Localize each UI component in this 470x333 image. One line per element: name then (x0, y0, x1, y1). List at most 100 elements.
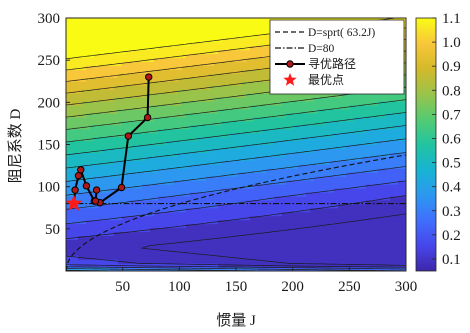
contour-cell (154, 124, 159, 130)
contour-cell (106, 144, 111, 150)
contour-cell (194, 203, 199, 209)
contour-cell (66, 97, 71, 102)
contour-cell (82, 37, 87, 43)
contour-cell (210, 267, 215, 271)
contour-cell (198, 73, 203, 78)
contour-cell (354, 239, 359, 244)
contour-cell (174, 227, 179, 233)
contour-cell (178, 267, 183, 271)
contour-cell (322, 207, 327, 213)
contour-cell (282, 251, 287, 256)
contour-cell (358, 152, 363, 157)
contour-cell (66, 85, 71, 90)
contour-cell (186, 21, 191, 27)
contour-cell (274, 199, 279, 205)
contour-cell (142, 219, 147, 225)
contour-cell (246, 195, 251, 201)
contour-cell (246, 160, 251, 165)
contour-cell (106, 172, 111, 177)
contour-cell (186, 180, 191, 185)
contour-cell (238, 199, 243, 205)
contour-cell (278, 156, 283, 161)
contour-cell (226, 211, 231, 217)
contour-cell (366, 207, 371, 213)
contour-cell (122, 101, 127, 106)
contour-cell (314, 231, 319, 237)
contour-cell (282, 207, 287, 213)
contour-cell (366, 199, 371, 205)
contour-cell (218, 116, 223, 122)
contour-cell (134, 69, 139, 74)
contour-cell (150, 263, 155, 268)
contour-cell (358, 128, 363, 134)
contour-cell (274, 168, 279, 173)
contour-cell (166, 195, 171, 201)
contour-cell (162, 148, 167, 153)
contour-cell (346, 231, 351, 237)
contour-cell (206, 116, 211, 122)
contour-cell (246, 144, 251, 150)
contour-cell (134, 132, 139, 138)
contour-cell (298, 255, 303, 260)
contour-cell (182, 29, 187, 35)
contour-cell (350, 128, 355, 134)
contour-cell (154, 25, 159, 31)
contour-cell (338, 101, 343, 106)
contour-cell (374, 160, 379, 165)
contour-cell (362, 231, 367, 237)
contour-cell (174, 57, 179, 63)
contour-cell (270, 132, 275, 138)
contour-cell (374, 93, 379, 98)
contour-cell (370, 156, 375, 161)
contour-cell (158, 93, 163, 98)
contour-cell (298, 160, 303, 165)
contour-cell (254, 219, 259, 225)
contour-cell (154, 231, 159, 237)
contour-cell (302, 152, 307, 157)
contour-cell (310, 195, 315, 201)
contour-cell (210, 176, 215, 181)
contour-cell (78, 215, 83, 221)
contour-cell (126, 81, 131, 86)
contour-cell (90, 223, 95, 229)
contour-cell (94, 120, 99, 126)
contour-cell (350, 172, 355, 177)
contour-cell (150, 37, 155, 43)
contour-cell (354, 235, 359, 240)
contour-cell (366, 120, 371, 126)
contour-cell (358, 172, 363, 177)
contour-cell (94, 136, 99, 142)
contour-cell (142, 77, 147, 82)
contour-cell (218, 243, 223, 248)
contour-cell (126, 156, 131, 161)
contour-cell (230, 18, 235, 23)
contour-cell (170, 207, 175, 213)
contour-cell (118, 85, 123, 90)
contour-cell (138, 49, 143, 55)
contour-cell (134, 53, 139, 59)
contour-cell (290, 223, 295, 229)
contour-cell (86, 180, 91, 185)
contour-cell (106, 21, 111, 27)
contour-cell (138, 223, 143, 229)
contour-cell (350, 227, 355, 233)
contour-cell (190, 243, 195, 248)
contour-cell (234, 235, 239, 240)
contour-cell (322, 132, 327, 138)
contour-cell (178, 61, 183, 67)
contour-cell (202, 57, 207, 63)
contour-cell (358, 187, 363, 193)
contour-cell (202, 132, 207, 138)
contour-cell (158, 53, 163, 59)
contour-cell (254, 61, 259, 67)
contour-cell (234, 104, 239, 110)
contour-cell (266, 89, 271, 94)
contour-cell (74, 263, 79, 268)
contour-cell (70, 227, 75, 233)
contour-cell (346, 180, 351, 185)
contour-cell (226, 25, 231, 31)
contour-cell (350, 199, 355, 205)
contour-cell (338, 112, 343, 118)
contour-cell (246, 180, 251, 185)
contour-cell (238, 203, 243, 209)
